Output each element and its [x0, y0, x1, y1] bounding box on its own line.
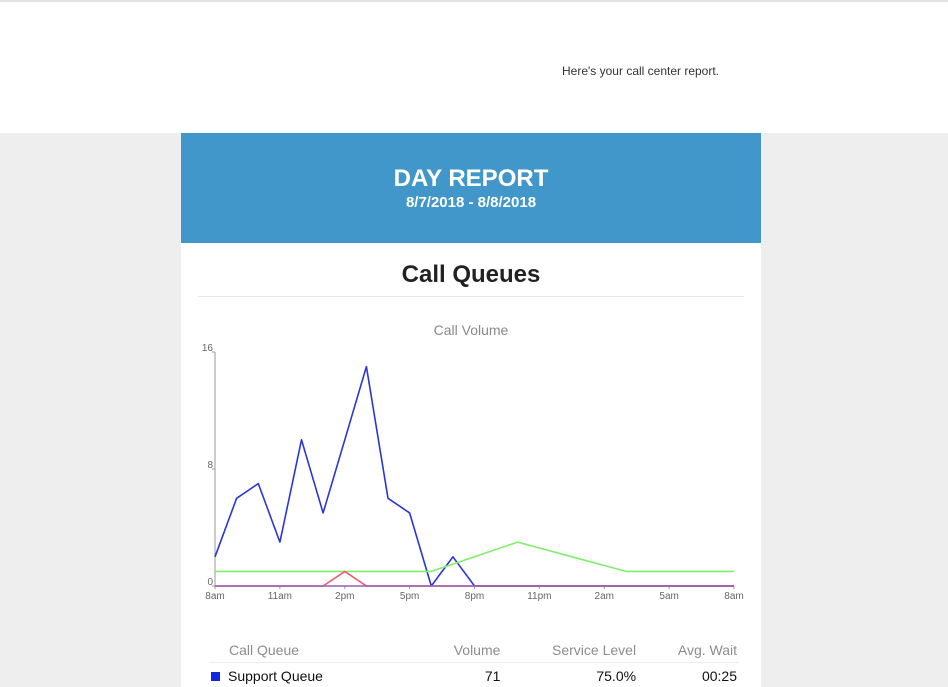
- series-line-0: [214, 365, 734, 587]
- x-tick-label: 8am: [724, 591, 743, 602]
- table-row: Support Queue 71 75.0% 00:25: [209, 663, 739, 687]
- x-tick-label: 2pm: [335, 591, 354, 602]
- chart-title: Call Volume: [434, 322, 509, 338]
- x-tick-label: 8am: [205, 591, 224, 602]
- x-tick-label: 8pm: [465, 591, 484, 602]
- email-top-strip: Here's your call center report.: [0, 0, 948, 133]
- x-tick-label: 11am: [268, 591, 292, 602]
- call-volume-chart-svg: Call Volume 0 8 16 8am 11am 2pm 5pm 8pm 11pm 2am…: [202, 322, 744, 602]
- queue-volume: 71: [484, 668, 501, 684]
- y-tick-label: 16: [202, 343, 214, 354]
- header-avg-wait: Avg. Wait: [638, 638, 739, 663]
- report-card: DAY REPORT 8/7/2018 - 8/8/2018 Call Queu…: [181, 133, 761, 687]
- x-tick-label: 5am: [659, 591, 678, 602]
- report-date-range: 8/7/2018 - 8/8/2018: [405, 194, 537, 211]
- header-service-level: Service Level: [502, 638, 639, 663]
- queue-service-level: 75.0%: [596, 668, 637, 684]
- x-tick-label: 11pm: [527, 591, 551, 602]
- header-volume: Volume: [416, 638, 503, 663]
- queue-name-cell: Support Queue: [209, 663, 417, 687]
- report-title: DAY REPORT: [393, 165, 549, 192]
- header-call-queue: Call Queue: [209, 638, 417, 663]
- report-header: DAY REPORT 8/7/2018 - 8/8/2018: [181, 133, 761, 243]
- y-tick-label: 8: [207, 460, 213, 471]
- call-queue-table: Call Queue Volume Service Level Avg. Wai…: [209, 638, 739, 687]
- y-tick-label: 0: [207, 577, 213, 588]
- table-header-row: Call Queue Volume Service Level Avg. Wai…: [209, 638, 739, 663]
- series-line-2: [215, 570, 734, 587]
- queue-avg-wait: 00:25: [701, 668, 737, 684]
- x-tick-label: 5pm: [400, 591, 419, 602]
- intro-text: Here's your call center report.: [562, 64, 720, 78]
- series-line-1: [215, 541, 734, 573]
- call-volume-chart: Call Volume 0 8 16 8am 11am 2pm 5pm 8pm 11pm 2am…: [181, 318, 761, 608]
- section-title: Call Queues: [198, 261, 744, 297]
- x-tick-label: 2am: [595, 591, 614, 602]
- queue-name: Support Queue: [228, 668, 323, 684]
- queue-color-swatch: [211, 672, 220, 681]
